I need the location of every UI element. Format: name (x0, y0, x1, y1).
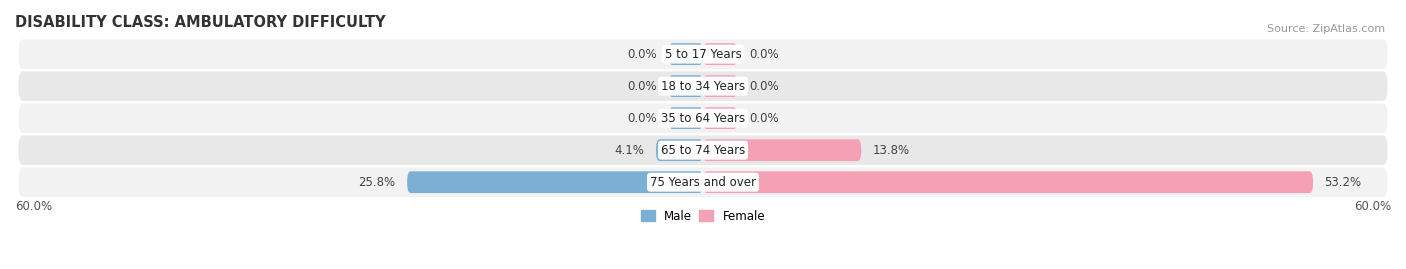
Text: 0.0%: 0.0% (627, 80, 657, 93)
Text: 0.0%: 0.0% (749, 80, 779, 93)
FancyBboxPatch shape (18, 103, 1388, 133)
FancyBboxPatch shape (703, 171, 1313, 193)
Text: 5 to 17 Years: 5 to 17 Years (665, 48, 741, 61)
FancyBboxPatch shape (657, 139, 703, 161)
FancyBboxPatch shape (18, 39, 1388, 69)
Legend: Male, Female: Male, Female (636, 205, 770, 228)
FancyBboxPatch shape (703, 139, 862, 161)
Text: 0.0%: 0.0% (749, 112, 779, 125)
Text: 4.1%: 4.1% (614, 144, 644, 157)
Text: 0.0%: 0.0% (627, 48, 657, 61)
FancyBboxPatch shape (18, 71, 1388, 101)
FancyBboxPatch shape (669, 43, 703, 65)
Text: 60.0%: 60.0% (1354, 200, 1391, 213)
FancyBboxPatch shape (703, 107, 737, 129)
FancyBboxPatch shape (18, 168, 1388, 197)
Text: Source: ZipAtlas.com: Source: ZipAtlas.com (1267, 24, 1385, 34)
Text: 65 to 74 Years: 65 to 74 Years (661, 144, 745, 157)
FancyBboxPatch shape (669, 75, 703, 97)
Text: 75 Years and over: 75 Years and over (650, 176, 756, 189)
FancyBboxPatch shape (18, 136, 1388, 165)
Text: 0.0%: 0.0% (749, 48, 779, 61)
Text: 60.0%: 60.0% (15, 200, 52, 213)
Text: 18 to 34 Years: 18 to 34 Years (661, 80, 745, 93)
FancyBboxPatch shape (669, 107, 703, 129)
Text: 53.2%: 53.2% (1324, 176, 1361, 189)
Text: 0.0%: 0.0% (627, 112, 657, 125)
FancyBboxPatch shape (408, 171, 703, 193)
FancyBboxPatch shape (703, 43, 737, 65)
Text: 13.8%: 13.8% (873, 144, 910, 157)
FancyBboxPatch shape (703, 75, 737, 97)
Text: 25.8%: 25.8% (359, 176, 395, 189)
Text: 35 to 64 Years: 35 to 64 Years (661, 112, 745, 125)
Text: DISABILITY CLASS: AMBULATORY DIFFICULTY: DISABILITY CLASS: AMBULATORY DIFFICULTY (15, 15, 385, 30)
